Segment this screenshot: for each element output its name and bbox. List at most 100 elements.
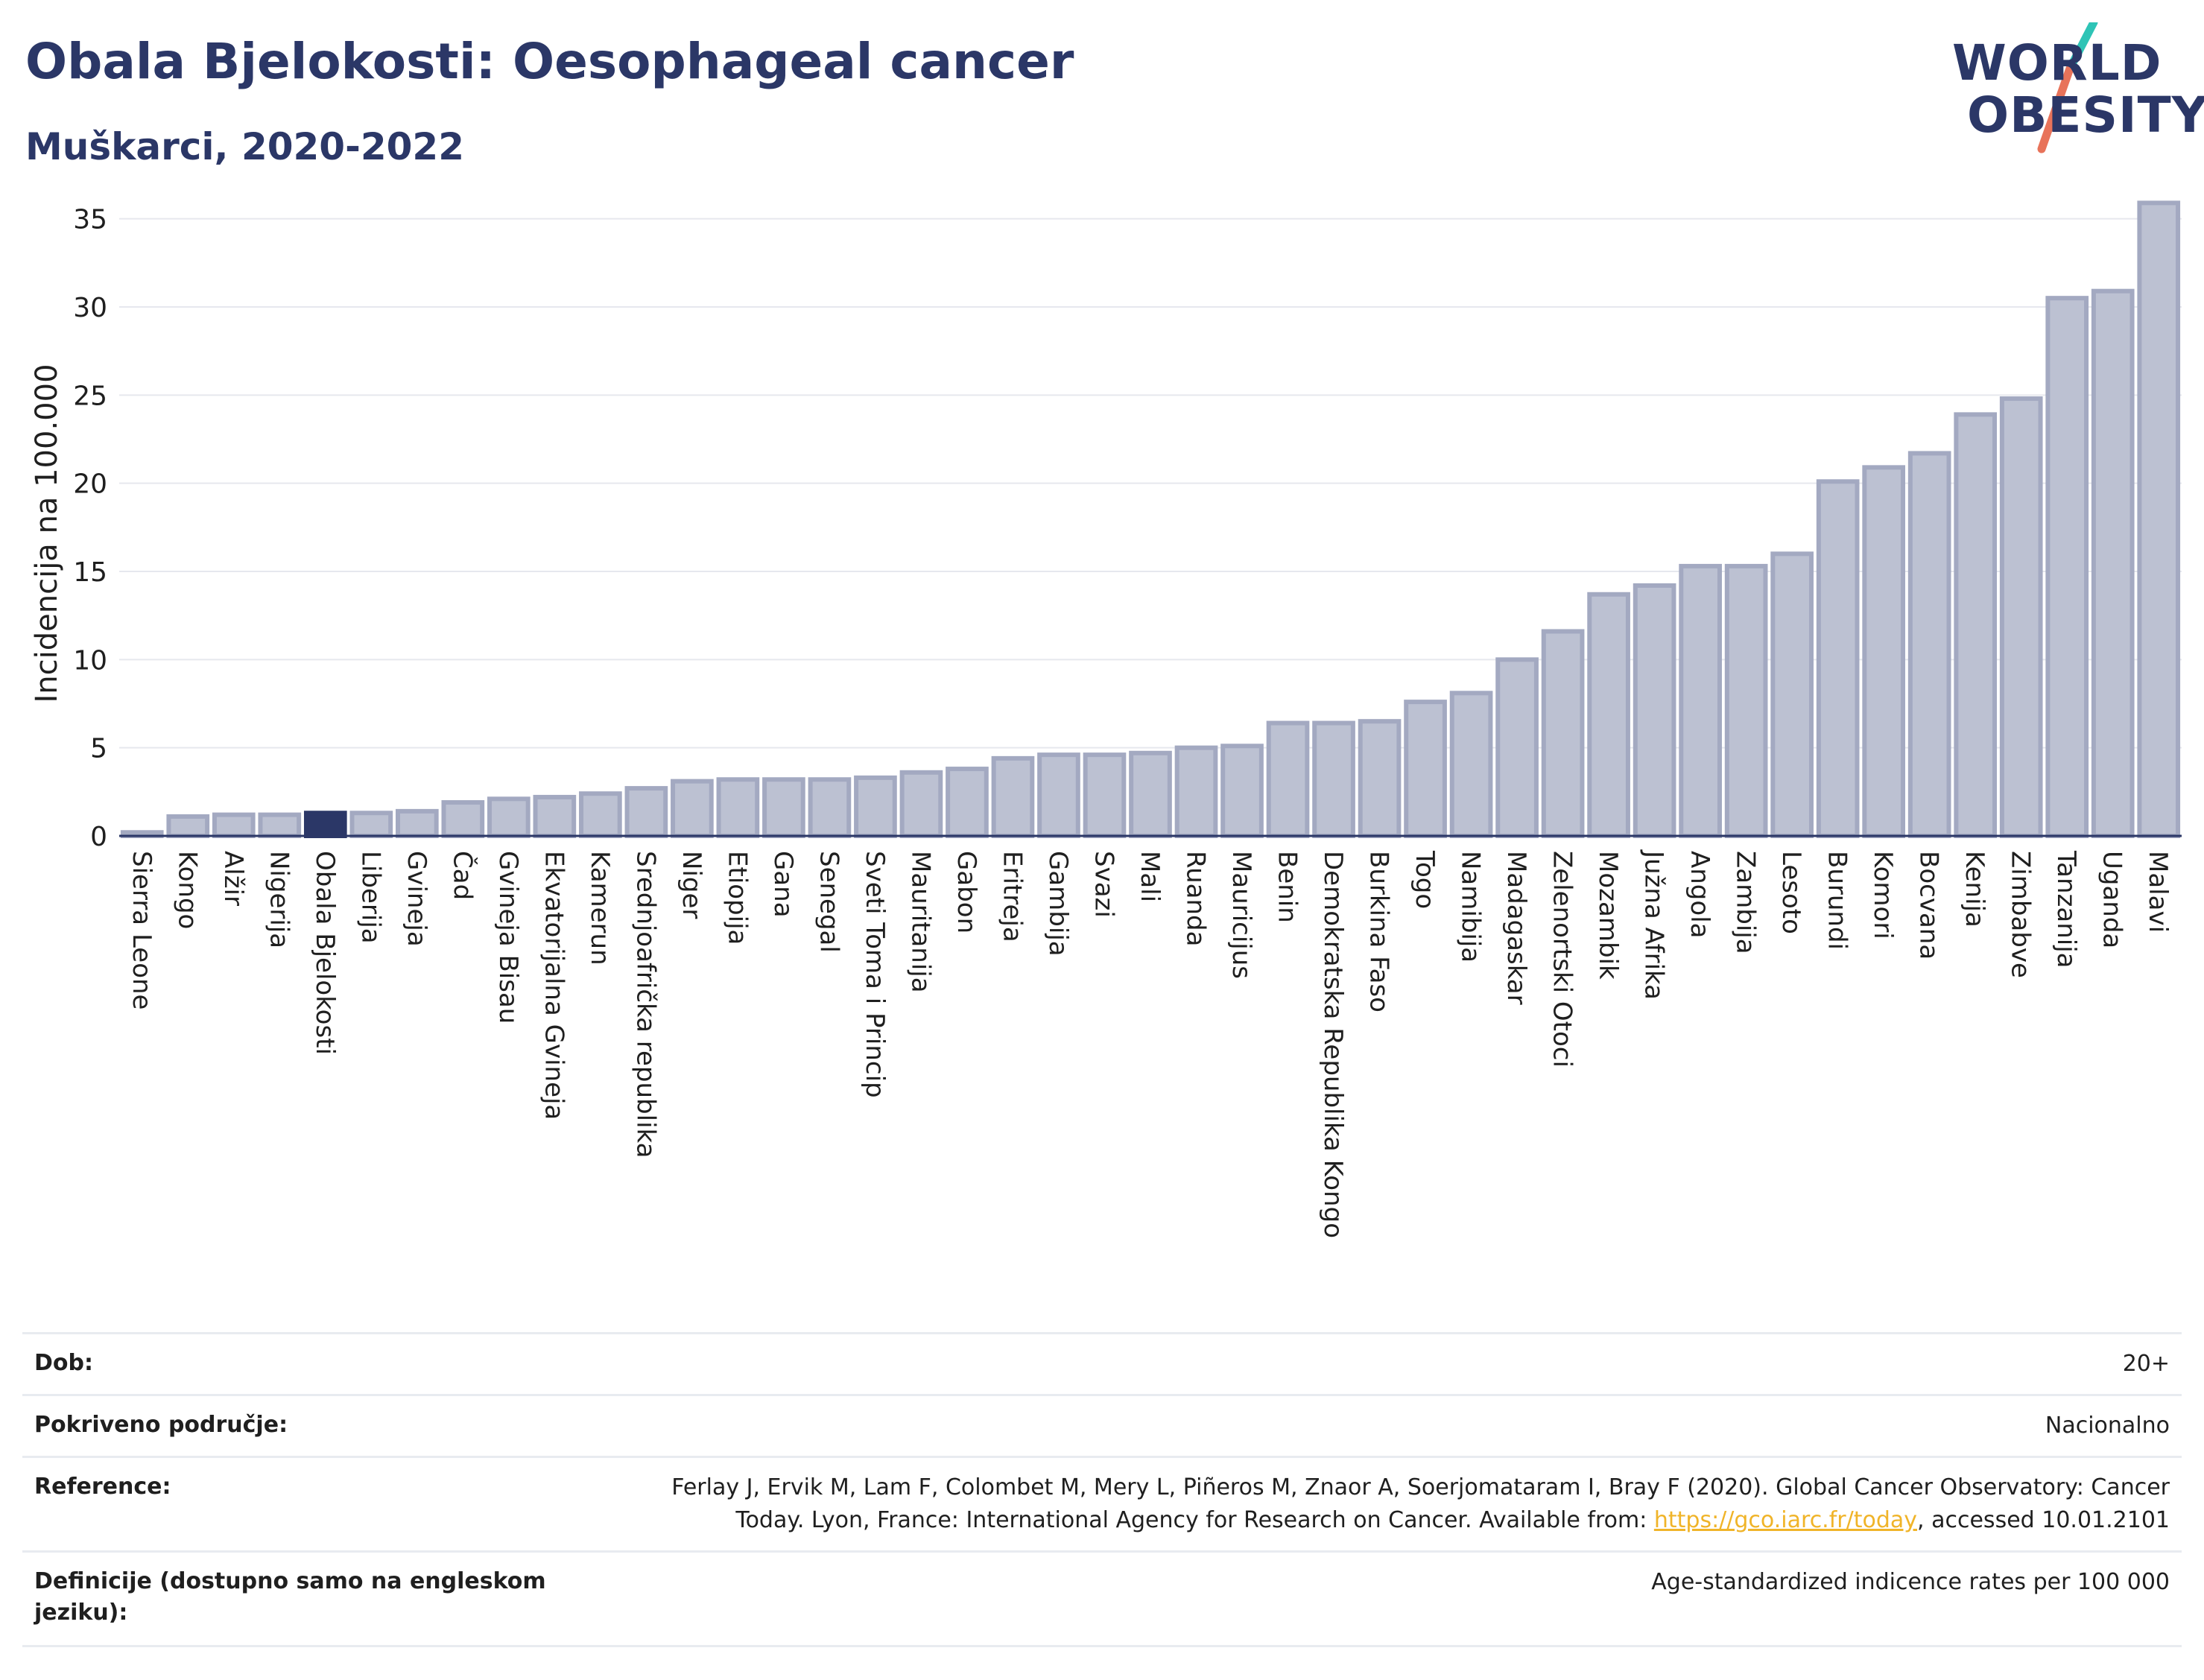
bar [1954,412,1998,838]
bar [1633,583,1676,839]
bar [258,812,302,838]
bar [441,800,485,838]
x-tick-label: Čad [447,851,478,900]
x-tick-label: Ruanda [1181,851,1211,946]
bar [395,808,439,839]
x-tick-label: Srednjoafrička republika [630,851,660,1158]
x-tick-label: Gvineja [402,851,431,947]
bar [671,779,714,838]
bar [2137,200,2181,839]
bar [1907,451,1951,838]
x-tick-label: Zambija [1731,851,1761,954]
x-tick-label: Angola [1685,851,1714,938]
x-tick-label: Uganda [2097,851,2127,948]
bar [1129,750,1172,838]
info-label-definitions: Definicije (dostupno samo na engleskom j… [34,1568,546,1626]
x-tick-label: Sveti Toma i Princip [860,851,890,1098]
bar [212,812,256,838]
y-tick-label: 5 [90,734,107,764]
bar [1679,563,1722,839]
reference-link[interactable]: https://gco.iarc.fr/today [1653,1507,1918,1533]
reference-line-2-post: , accessed 10.01.2101 [1917,1507,2170,1533]
reference-line-2: Today. Lyon, France: International Agenc… [605,1504,2170,1537]
bar [762,777,805,839]
x-tick-label: Liberija [355,851,385,944]
bar [303,811,347,838]
info-value-age: 20+ [2122,1351,2170,1377]
reference-line-2-pre: Today. Lyon, France: International Agenc… [735,1507,1654,1533]
x-tick-label: Madagaskar [1501,851,1531,1005]
bar [624,786,668,838]
info-value-reference: Ferlay J, Ervik M, Lam F, Colombet M, Me… [605,1471,2170,1537]
x-tick-label: Mauricijus [1226,851,1256,979]
info-row-coverage: Pokriveno područje: Nacionalno [22,1394,2182,1456]
x-tick-label: Senegal [814,851,843,953]
page-title: Obala Bjelokosti: Oesophageal cancer [25,33,1074,90]
bar [1404,700,1447,839]
x-tick-label: Kamerun [585,851,615,966]
x-tick-label: Etiopija [722,851,752,945]
y-tick-label: 20 [73,469,107,500]
x-tick-label: Zimbabve [2006,851,2036,978]
bar [1037,752,1080,839]
info-row-age: Dob: 20+ [22,1332,2182,1394]
y-tick-label: 30 [73,293,107,323]
bar [991,755,1035,838]
bar [946,767,989,838]
x-tick-label: Kenija [1960,851,1989,928]
x-tick-label: Zelenortski Otoci [1548,851,1577,1068]
x-tick-label: Mozambik [1593,851,1623,980]
x-tick-label: Komori [1868,851,1898,939]
x-tick-label: Ekvatorijalna Gvineja [539,851,569,1120]
bar [1724,563,1768,839]
x-tick-label: Obala Bjelokosti [310,851,340,1055]
info-row-reference: Reference: Ferlay J, Ervik M, Lam F, Col… [22,1456,2182,1550]
x-tick-label: Togo [1410,850,1440,909]
info-label-reference: Reference: [34,1474,171,1500]
x-tick-label: Svazi [1089,851,1118,918]
y-tick-label: 10 [73,645,107,676]
world-obesity-logo: WORLD OBESITY [1937,22,2204,156]
y-axis-label: Incidencija na 100.000 [30,364,64,703]
x-tick-label: Južna Afrika [1639,849,1669,1000]
y-tick-label: 0 [90,822,107,852]
x-tick-label: Gabon [951,851,981,933]
x-tick-label: Niger [677,851,706,919]
x-tick-label: Benin [1273,851,1302,923]
info-label-age: Dob: [34,1350,93,1376]
x-tick-label: Burundi [1823,851,1852,950]
x-tick-label: Eritreja [997,851,1027,942]
bar [1174,745,1218,839]
logo-line-1: WORLD [1952,34,2162,92]
y-tick-label: 25 [73,381,107,411]
x-tick-label: Malavi [2143,851,2173,933]
bar [1083,752,1127,839]
info-table: Dob: 20+ Pokriveno područje: Nacionalno … [22,1332,2182,1647]
reference-line-1: Ferlay J, Ervik M, Lam F, Colombet M, Me… [671,1474,2170,1500]
bar [1266,720,1310,838]
logo-slash-icon [2037,22,2098,153]
x-tick-label: Mauritanija [905,851,935,993]
bar [349,811,393,838]
bar [1358,719,1402,839]
bar [899,770,943,839]
bar [166,814,210,839]
page-subtitle: Muškarci, 2020-2022 [25,125,465,168]
x-tick-label: Lesoto [1776,851,1806,934]
y-tick-label: 35 [73,205,107,235]
bar [1816,479,1860,838]
bar [487,796,531,839]
x-tick-label: Alžir [218,851,248,906]
x-tick-label: Gana [768,851,798,918]
bar [2091,288,2135,838]
x-tick-label: Gambija [1043,851,1073,957]
bar-chart: 0 5 10 15 20 25 30 35 Incidencija na 100.000 Sier… [30,200,2182,1238]
info-label-coverage: Pokriveno područje: [34,1412,288,1438]
x-tick-label: Gvineja Bisau [493,851,523,1024]
y-tick-label: 15 [73,557,107,588]
bar [1541,629,1585,838]
x-tick-label: Bocvana [1914,851,1944,960]
bar [1449,691,1493,838]
x-tick-label: Namibija [1456,851,1486,963]
bar [808,777,852,839]
